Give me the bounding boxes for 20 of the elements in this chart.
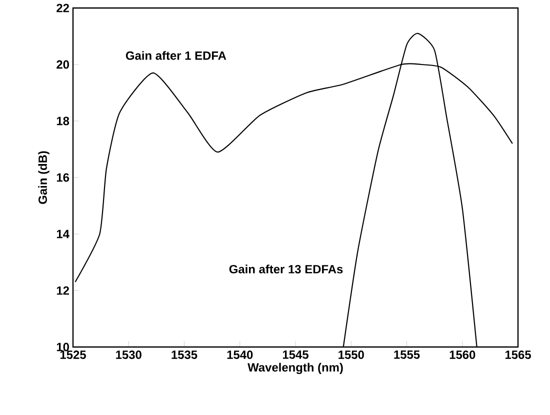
x-tick-label: 1530 [116, 350, 142, 360]
x-tick-label: 1535 [172, 350, 198, 360]
y-tick-label: 22 [56, 4, 69, 12]
y-tick-label: 12 [56, 286, 69, 295]
x-axis-title: Wavelength (nm) [248, 362, 343, 374]
x-tick-label: 1555 [394, 350, 420, 359]
x-tick-label: 1565 [505, 350, 531, 359]
x-tick-label: 1540 [227, 350, 253, 359]
x-tick-label: 1525 [60, 350, 86, 359]
y-tick-label: 16 [56, 173, 70, 182]
x-tick-label: 1560 [450, 350, 476, 359]
text: Gain after 1 EDFA [126, 51, 226, 60]
y-axis-title: Gain (dB) [38, 151, 50, 204]
y-tick-label: 20 [56, 60, 69, 69]
y-tick-label: 10 [56, 342, 69, 352]
x-tick-label: 1550 [338, 350, 364, 359]
y-tick-label: 14 [56, 230, 70, 238]
y-tick-label: 18 [56, 116, 70, 126]
series-label: Gain after 13 EDFAs [229, 264, 343, 274]
x-tick-label: 1545 [282, 350, 308, 359]
